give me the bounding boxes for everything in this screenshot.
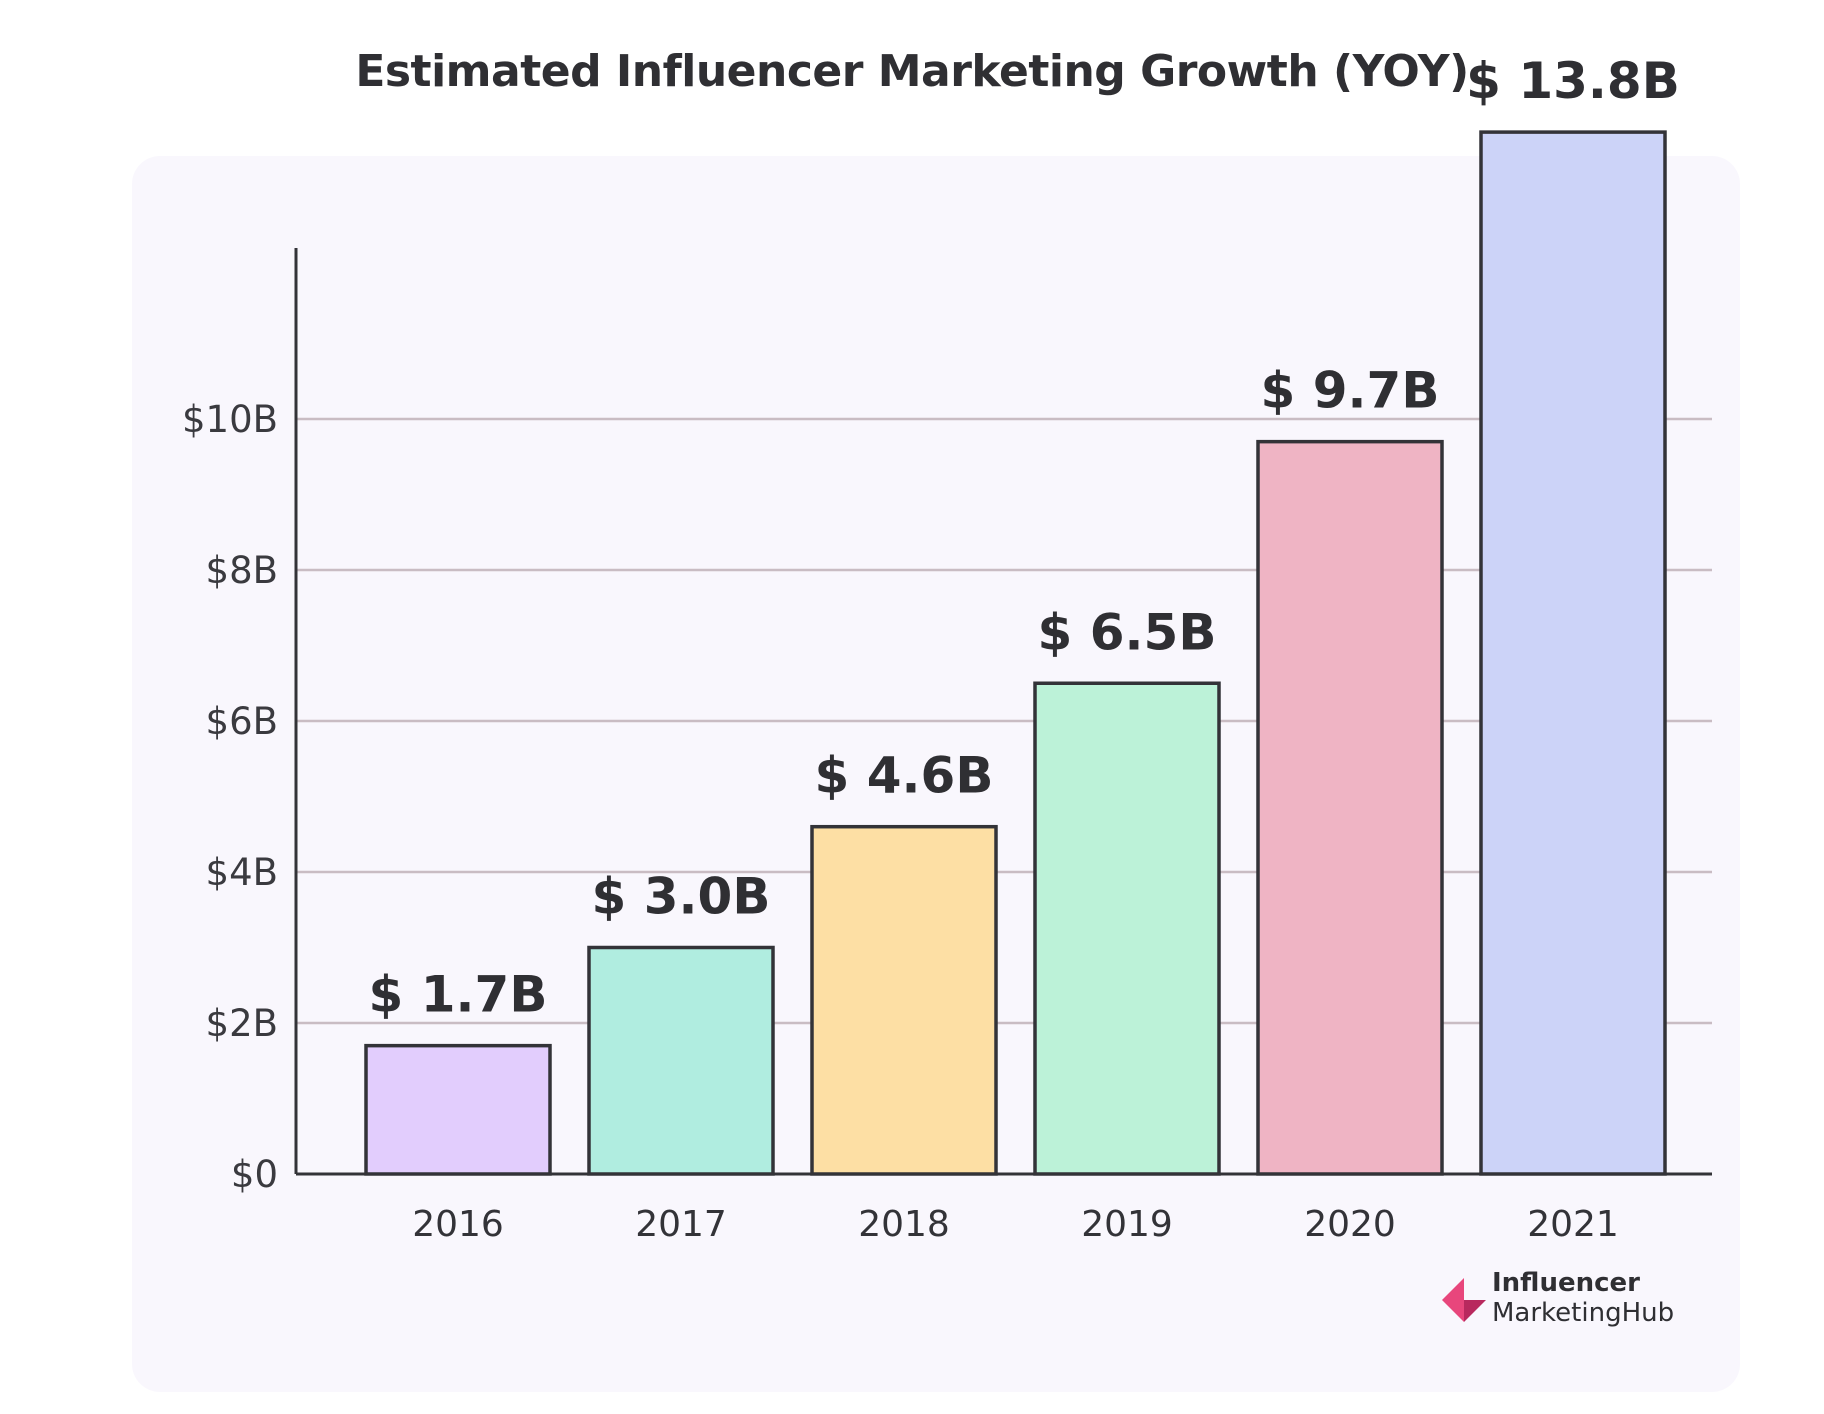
x-tick-label: 2021 xyxy=(1527,1204,1619,1245)
chart-title: Estimated Influencer Marketing Growth (Y… xyxy=(355,46,1469,97)
y-tick-label: $10B xyxy=(182,398,278,441)
value-label: $ 3.0B xyxy=(592,868,771,926)
brand-logo: Influencer MarketingHub xyxy=(1436,1268,1696,1338)
brand-name-line2: MarketingHub xyxy=(1492,1298,1675,1328)
y-tick-label: $6B xyxy=(206,700,278,743)
value-label: $ 13.8B xyxy=(1466,52,1680,110)
bar-2016 xyxy=(364,1043,552,1176)
brand-name-line1: Influencer xyxy=(1492,1268,1640,1298)
bar-2019 xyxy=(1033,681,1221,1176)
x-tick-label: 2020 xyxy=(1304,1204,1396,1245)
y-tick-label: $0 xyxy=(231,1153,278,1196)
chart-panel xyxy=(132,156,1740,1392)
x-tick-label: 2017 xyxy=(635,1204,727,1245)
bar-2018 xyxy=(810,824,998,1176)
value-label: $ 4.6B xyxy=(815,747,994,805)
brand-mark-icon xyxy=(1442,1278,1486,1322)
y-tick-label: $2B xyxy=(206,1002,278,1045)
y-tick-label: $4B xyxy=(206,851,278,894)
y-tick-label: $8B xyxy=(206,549,278,592)
value-label: $ 1.7B xyxy=(369,966,548,1024)
x-tick-label: 2016 xyxy=(412,1204,504,1245)
x-tick-label: 2018 xyxy=(858,1204,950,1245)
value-label: $ 6.5B xyxy=(1038,603,1217,661)
bar-2020 xyxy=(1256,439,1444,1176)
value-label: $ 9.7B xyxy=(1261,362,1440,420)
x-tick-label: 2019 xyxy=(1081,1204,1173,1245)
bar-2017 xyxy=(587,945,775,1176)
bar-2021 xyxy=(1479,130,1667,1176)
